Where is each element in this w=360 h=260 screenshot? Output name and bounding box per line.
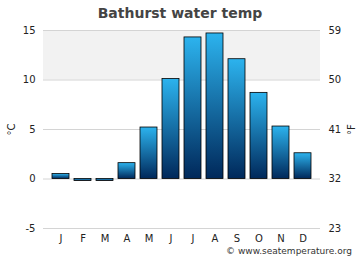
svg-text:59: 59 [329,25,342,36]
html-text:Bathurst water temp: Bathurst water temp [97,5,263,21]
svg-text:15: 15 [23,25,36,36]
svg-text:23: 23 [329,223,342,234]
svg-text:J: J [59,233,63,244]
svg-text:N: N [277,233,284,244]
svg-text:32: 32 [329,173,342,184]
svg-text:A: A [212,233,219,244]
svg-text:-5: -5 [26,223,36,234]
svg-text:M: M [145,233,154,244]
svg-text:M: M [101,233,110,244]
svg-text:J: J [191,233,195,244]
svg-text:41: 41 [329,124,342,135]
svg-text:S: S [234,233,240,244]
svg-text:°F: °F [346,124,357,135]
html-text:© www.seatemperature.org: © www.seatemperature.org [226,246,352,256]
svg-text:0: 0 [29,173,35,184]
svg-text:D: D [299,233,307,244]
svg-text:5: 5 [29,124,35,135]
svg-text:F: F [80,233,86,244]
svg-text:°C: °C [6,123,17,135]
svg-text:J: J [169,233,173,244]
svg-text:50: 50 [329,74,342,85]
svg-text:A: A [124,233,131,244]
svg-text:10: 10 [23,74,36,85]
svg-text:O: O [255,233,263,244]
